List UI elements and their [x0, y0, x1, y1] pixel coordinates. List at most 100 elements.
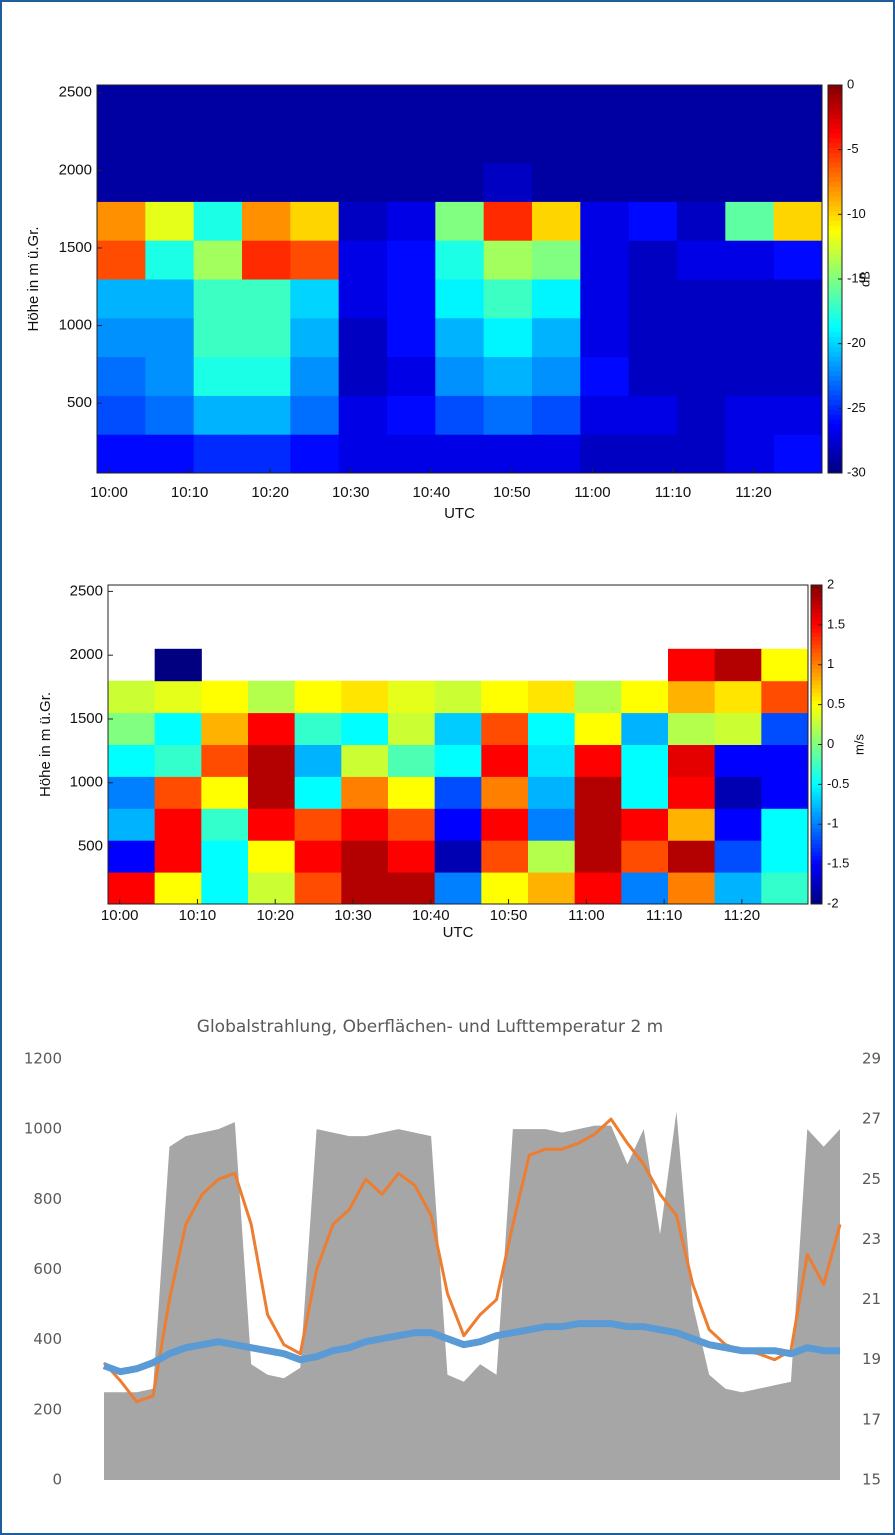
colorbar-swatch [811, 764, 822, 769]
heatmap-cell [434, 744, 482, 777]
y-tick-label: 1200 [24, 1050, 62, 1068]
y-tick-label: 500 [67, 394, 92, 411]
colorbar-swatch [828, 133, 842, 139]
colorbar-swatch [811, 852, 822, 857]
colorbar-swatch [828, 177, 842, 183]
colorbar-swatch [828, 85, 842, 91]
colorbar-swatch [811, 788, 822, 793]
heatmap-cell [761, 872, 809, 905]
colorbar-swatch [811, 900, 822, 905]
colorbar-swatch [811, 804, 822, 809]
heatmap-cell [108, 712, 156, 745]
heatmap-cell [145, 162, 195, 202]
colorbar-swatch [828, 337, 842, 343]
heatmap-cell [341, 680, 389, 714]
heatmap-cell [154, 744, 202, 777]
colorbar-swatch [828, 332, 842, 338]
heatmap-cell [435, 240, 485, 280]
heatmap-cell [338, 162, 388, 202]
heatmap-cell [580, 85, 630, 125]
colorbar-swatch [828, 414, 842, 421]
colorbar-swatch [811, 736, 822, 742]
colorbar-swatch [828, 114, 842, 120]
heatmap-cell [201, 840, 249, 873]
heatmap-cell [668, 808, 716, 841]
heatmap-cell [97, 85, 146, 125]
colorbar-swatch [811, 660, 822, 666]
colorbar-swatch [811, 656, 822, 662]
heatmap-cell [108, 808, 156, 841]
heatmap-cell [725, 279, 775, 319]
heatmap-cell [532, 279, 581, 319]
heatmap-cell [290, 123, 340, 164]
heatmap-cell [677, 162, 726, 202]
heatmap-cell [290, 434, 340, 474]
colorbar-swatch [828, 419, 842, 425]
heatmap-cell [435, 356, 485, 396]
heatmap-cell [773, 279, 823, 319]
heatmap-cell [387, 356, 436, 396]
heatmap-cell [574, 776, 622, 809]
heatmap-cell [294, 680, 342, 714]
heatmap-cell [388, 776, 436, 809]
heatmap-cell [677, 201, 726, 241]
colorbar-swatch [828, 439, 842, 445]
heatmap-cell [532, 162, 581, 202]
colorbar-swatch [828, 182, 842, 188]
colorbar-swatch [811, 724, 822, 730]
x-tick-label: 10:00 [90, 484, 128, 501]
colorbar-swatch [828, 371, 842, 377]
heatmap-cell [714, 680, 762, 714]
colorbar-swatch [828, 317, 842, 324]
colorbar-swatch [828, 409, 842, 416]
heatmap-cell [628, 85, 678, 125]
colorbar-swatch [828, 366, 842, 372]
heatmap-cell [154, 872, 202, 905]
x-tick-label: 10:30 [334, 907, 372, 924]
heatmap-cell [435, 123, 485, 164]
x-tick-label: 10:40 [412, 907, 450, 924]
heatmap-cell [242, 395, 291, 435]
colorbar-swatch [828, 99, 842, 105]
colorbar-swatch [828, 172, 842, 178]
heatmap-cell [341, 744, 389, 777]
heatmap-cell [580, 356, 630, 396]
heatmap-cell [108, 744, 156, 777]
colorbar-swatch [811, 585, 822, 590]
y-axis-label: Höhe in m ü.Gr. [25, 226, 42, 331]
colorbar-swatch [828, 225, 842, 231]
heatmap-cell [668, 648, 716, 682]
colorbar-swatch [828, 346, 842, 353]
colorbar-swatch [811, 704, 822, 710]
colorbar-swatch [811, 832, 822, 837]
heatmap-cell [434, 712, 482, 745]
heatmap-cell [628, 162, 678, 202]
y-tick-label: 2000 [59, 161, 92, 178]
colorbar-swatch [828, 269, 842, 275]
heatmap-cell [580, 434, 630, 474]
heatmap-cell [481, 808, 529, 841]
heatmap-cell [668, 680, 716, 714]
heatmap-cell [338, 356, 388, 396]
heatmap-cell [481, 872, 529, 905]
y2-tick-label: 27 [862, 1110, 881, 1128]
heatmap-cell [434, 776, 482, 809]
heatmap-cell [388, 808, 436, 841]
heatmap-cell [387, 279, 436, 319]
heatmap-cell [725, 85, 775, 125]
colorbar-swatch [828, 215, 842, 222]
x-tick-label: 11:10 [655, 484, 691, 501]
colorbar-swatch [828, 128, 842, 134]
heatmap-cell [668, 872, 716, 905]
heatmap-cell [290, 201, 340, 241]
heatmap-cell [725, 356, 775, 396]
y-tick-label: 600 [33, 1260, 62, 1278]
heatmap-cell [532, 85, 581, 125]
heatmap-cell [435, 317, 485, 358]
heatmap-cell [338, 395, 388, 435]
heatmap-cell [145, 356, 195, 396]
colorbar-swatch [811, 820, 822, 825]
y2-tick-label: 25 [862, 1170, 881, 1188]
colorbar-swatch [811, 600, 822, 606]
